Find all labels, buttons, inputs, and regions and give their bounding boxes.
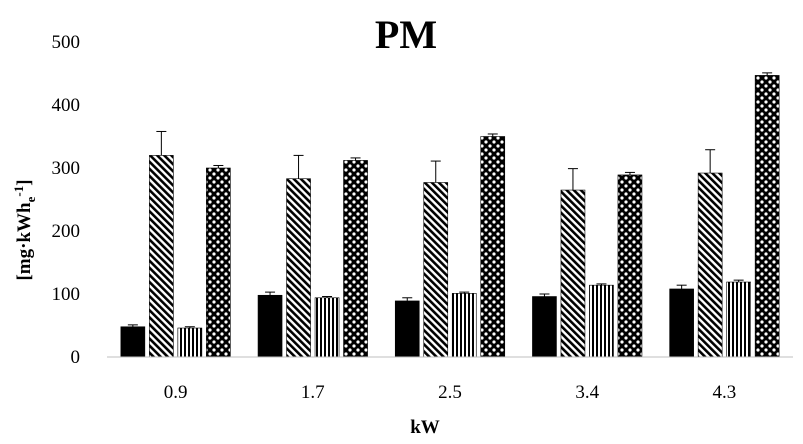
bar-solid-black xyxy=(532,296,557,358)
bar-checker-dots xyxy=(754,75,780,358)
bar-diagonal-hatch xyxy=(560,189,586,358)
bar-checker-dots xyxy=(617,174,643,358)
bar-solid-black xyxy=(669,288,694,358)
y-tick-label: 300 xyxy=(52,158,81,179)
y-tick-label: 0 xyxy=(71,347,81,368)
x-tick-label: 3.4 xyxy=(575,382,599,403)
bar-diagonal-hatch xyxy=(423,182,449,358)
bar-checker-dots xyxy=(480,136,506,358)
y-axis-title-close: ] xyxy=(14,179,35,185)
bar-solid-black xyxy=(120,326,146,358)
y-tick-label: 400 xyxy=(52,95,81,116)
bar-diagonal-hatch xyxy=(149,155,174,358)
x-tick-label: 1.7 xyxy=(301,382,325,403)
y-axis-title-subscript: e xyxy=(23,196,38,202)
bar-marks xyxy=(120,75,780,358)
bar-solid-black xyxy=(394,300,420,358)
y-axis-title: [mg·kWhe-1] xyxy=(11,179,38,280)
y-axis-title-superscript: -1 xyxy=(11,186,26,197)
chart-title: PM xyxy=(375,12,437,57)
y-tick-label: 200 xyxy=(52,221,81,242)
x-tick-label: 0.9 xyxy=(164,382,188,403)
bar-vertical-stripes xyxy=(726,281,751,358)
x-tick-label: 4.3 xyxy=(713,382,737,403)
bar-vertical-stripes xyxy=(314,297,340,358)
bar-checker-dots xyxy=(206,167,231,358)
bar-vertical-stripes xyxy=(177,327,203,358)
y-axis-tick-labels: 0 100 200 300 400 500 xyxy=(52,32,81,368)
bar-diagonal-hatch xyxy=(697,172,723,358)
bar-diagonal-hatch xyxy=(286,178,311,358)
bar-vertical-stripes xyxy=(451,293,477,358)
y-tick-label: 500 xyxy=(52,32,81,53)
y-tick-label: 100 xyxy=(52,284,81,305)
error-bars xyxy=(127,72,773,329)
x-axis-title: kW xyxy=(410,417,440,438)
bar-checker-dots xyxy=(343,160,368,358)
x-tick-label: 2.5 xyxy=(438,382,462,403)
bar-solid-black xyxy=(257,294,283,358)
bar-vertical-stripes xyxy=(589,284,614,358)
x-axis-tick-labels: 0.9 1.7 2.5 3.4 4.3 xyxy=(164,382,737,403)
y-axis-title-main: [mg·kWh xyxy=(14,202,35,281)
